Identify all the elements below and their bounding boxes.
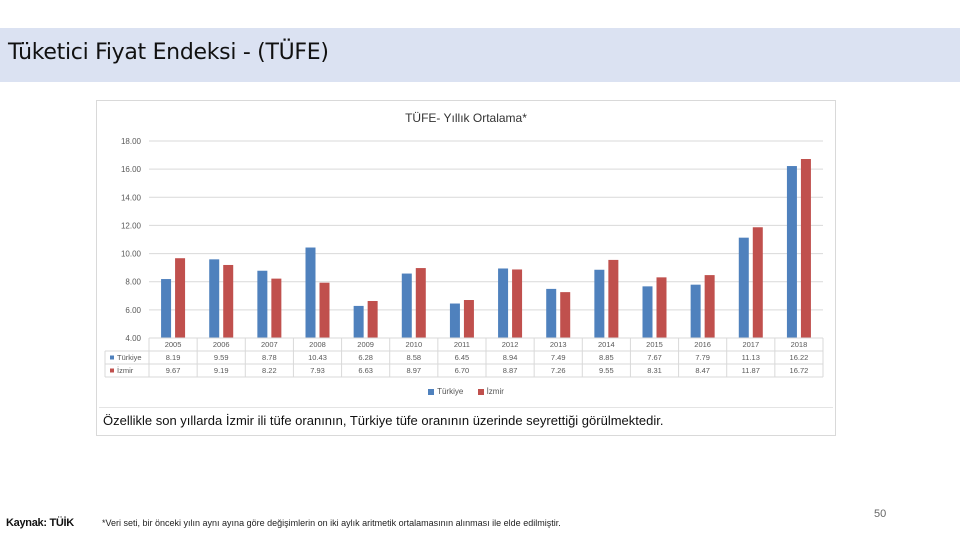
x-tick-label: 2008	[309, 340, 326, 349]
y-tick-label: 16.00	[121, 165, 142, 174]
table-series-name: İzmir	[117, 366, 134, 375]
data-label: 11.13	[742, 353, 760, 362]
bar-turkiye	[738, 237, 749, 338]
bar-izmir	[271, 278, 282, 338]
x-tick-label: 2007	[261, 340, 278, 349]
bar-izmir	[608, 259, 619, 338]
x-tick-label: 2005	[165, 340, 182, 349]
data-label: 6.45	[455, 353, 470, 362]
table-series-name: Türkiye	[117, 353, 142, 362]
x-tick-label: 2009	[357, 340, 374, 349]
data-label: 8.22	[262, 366, 277, 375]
bar-izmir	[800, 159, 811, 338]
chart-plot: 4.00 6.00 8.00 10.00 12.00 14.00 16.00 18.00 200…	[104, 137, 824, 378]
y-tick-label: 8.00	[125, 278, 141, 287]
data-label: 7.79	[695, 353, 710, 362]
bar-izmir	[415, 268, 426, 338]
table-legend-key	[110, 368, 114, 373]
x-tick-label: 2016	[694, 340, 711, 349]
data-label: 16.22	[790, 353, 809, 362]
data-label: 7.67	[647, 353, 662, 362]
data-label: 8.94	[503, 353, 518, 362]
x-tick-label: 2013	[550, 340, 567, 349]
bar-izmir	[752, 227, 763, 338]
y-tick-label: 18.00	[121, 137, 142, 146]
data-label: 6.63	[358, 366, 373, 375]
data-label: 6.70	[455, 366, 470, 375]
x-tick-label: 2017	[742, 340, 759, 349]
bar-turkiye	[449, 303, 460, 338]
bar-izmir	[319, 282, 330, 338]
bar-izmir	[367, 300, 378, 338]
bar-turkiye	[642, 286, 653, 338]
bar-turkiye	[498, 268, 509, 338]
x-tick-label: 2012	[502, 340, 519, 349]
bar-turkiye	[786, 166, 797, 338]
y-tick-label: 4.00	[125, 334, 141, 343]
legend-item-izmir: İzmir	[477, 387, 504, 396]
page-title: Tüketici Fiyat Endeksi - (TÜFE)	[8, 40, 329, 65]
bar-turkiye	[305, 247, 316, 338]
legend-swatch-izmir	[477, 388, 484, 395]
data-label: 8.78	[262, 353, 277, 362]
y-tick-label: 12.00	[121, 221, 142, 230]
data-label: 8.97	[406, 366, 421, 375]
footnote: *Veri seti, bir önceki yılın aynı ayına …	[102, 518, 561, 528]
data-label: 9.59	[214, 353, 229, 362]
bar-turkiye	[353, 305, 364, 338]
data-label: 10.43	[308, 353, 327, 362]
data-label: 9.19	[214, 366, 229, 375]
x-tick-label: 2018	[791, 340, 808, 349]
title-band: Tüketici Fiyat Endeksi - (TÜFE)	[0, 28, 960, 82]
legend-label-izmir: İzmir	[486, 387, 504, 396]
bar-izmir	[560, 292, 571, 338]
y-tick-label: 14.00	[121, 193, 142, 202]
x-tick-label: 2014	[598, 340, 615, 349]
data-label: 11.87	[742, 366, 760, 375]
data-label: 8.87	[503, 366, 518, 375]
bar-turkiye	[161, 279, 172, 338]
table-legend-key	[110, 355, 114, 360]
bar-izmir	[512, 269, 523, 338]
chart-note: Özellikle son yıllarda İzmir ili tüfe or…	[99, 407, 833, 434]
bar-izmir	[223, 264, 234, 338]
bar-turkiye	[257, 270, 268, 338]
x-tick-label: 2011	[454, 340, 470, 349]
legend-item-turkiye: Türkiye	[428, 387, 463, 396]
data-label: 8.19	[166, 353, 181, 362]
data-label: 8.85	[599, 353, 614, 362]
bar-turkiye	[546, 288, 557, 338]
chart-legend: Türkiye İzmir	[97, 387, 835, 396]
x-tick-label: 2015	[646, 340, 663, 349]
chart-title: TÜFE- Yıllık Ortalama*	[405, 111, 527, 125]
bar-turkiye	[209, 259, 220, 338]
bar-izmir	[656, 277, 667, 338]
legend-swatch-turkiye	[428, 388, 435, 395]
bar-izmir	[463, 300, 474, 338]
data-label: 7.49	[551, 353, 566, 362]
x-tick-label: 2010	[405, 340, 422, 349]
data-label: 16.72	[790, 366, 809, 375]
chart-container: TÜFE- Yıllık Ortalama* 4.00 6.00 8.00 10.00…	[96, 100, 836, 436]
bar-izmir	[704, 275, 715, 338]
data-label: 6.28	[358, 353, 373, 362]
bar-turkiye	[594, 269, 605, 338]
legend-label-turkiye: Türkiye	[437, 387, 464, 396]
bar-izmir	[175, 258, 186, 338]
page-number: 50	[874, 508, 887, 520]
bar-turkiye	[690, 284, 701, 338]
data-label: 9.67	[166, 366, 181, 375]
data-label: 7.26	[551, 366, 566, 375]
bar-turkiye	[401, 273, 412, 338]
source-label: Kaynak: TÜİK	[6, 517, 74, 529]
data-label: 9.55	[599, 366, 614, 375]
data-label: 7.93	[310, 366, 325, 375]
data-label: 8.58	[406, 353, 421, 362]
y-tick-label: 10.00	[121, 250, 142, 259]
y-tick-label: 6.00	[125, 306, 141, 315]
data-label: 8.47	[695, 366, 710, 375]
x-tick-label: 2006	[213, 340, 230, 349]
data-label: 8.31	[647, 366, 662, 375]
